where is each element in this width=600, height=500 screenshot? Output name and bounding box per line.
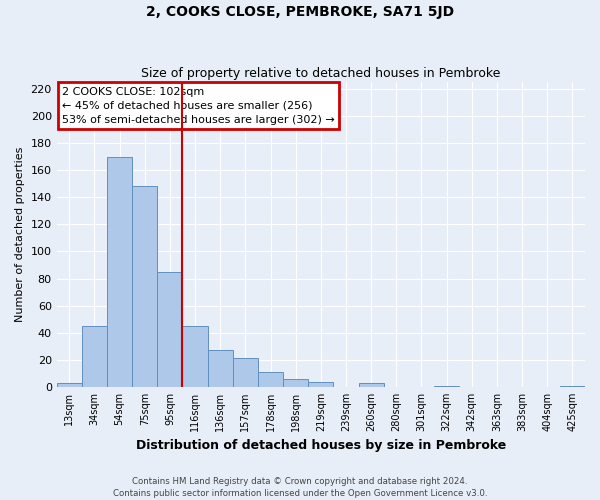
Text: Contains HM Land Registry data © Crown copyright and database right 2024.
Contai: Contains HM Land Registry data © Crown c… bbox=[113, 476, 487, 498]
Bar bbox=[132, 186, 157, 387]
Bar bbox=[233, 358, 258, 387]
Bar bbox=[107, 156, 132, 387]
Bar bbox=[308, 382, 334, 387]
X-axis label: Distribution of detached houses by size in Pembroke: Distribution of detached houses by size … bbox=[136, 440, 506, 452]
Bar bbox=[182, 326, 208, 387]
Bar bbox=[258, 372, 283, 387]
Bar bbox=[82, 326, 107, 387]
Bar bbox=[157, 272, 182, 387]
Y-axis label: Number of detached properties: Number of detached properties bbox=[15, 147, 25, 322]
Bar bbox=[359, 383, 384, 387]
Bar bbox=[56, 383, 82, 387]
Bar bbox=[208, 350, 233, 387]
Bar bbox=[560, 386, 585, 387]
Bar bbox=[434, 386, 459, 387]
Text: 2 COOKS CLOSE: 102sqm
← 45% of detached houses are smaller (256)
53% of semi-det: 2 COOKS CLOSE: 102sqm ← 45% of detached … bbox=[62, 86, 335, 124]
Title: Size of property relative to detached houses in Pembroke: Size of property relative to detached ho… bbox=[141, 66, 500, 80]
Bar bbox=[283, 379, 308, 387]
Text: 2, COOKS CLOSE, PEMBROKE, SA71 5JD: 2, COOKS CLOSE, PEMBROKE, SA71 5JD bbox=[146, 5, 454, 19]
